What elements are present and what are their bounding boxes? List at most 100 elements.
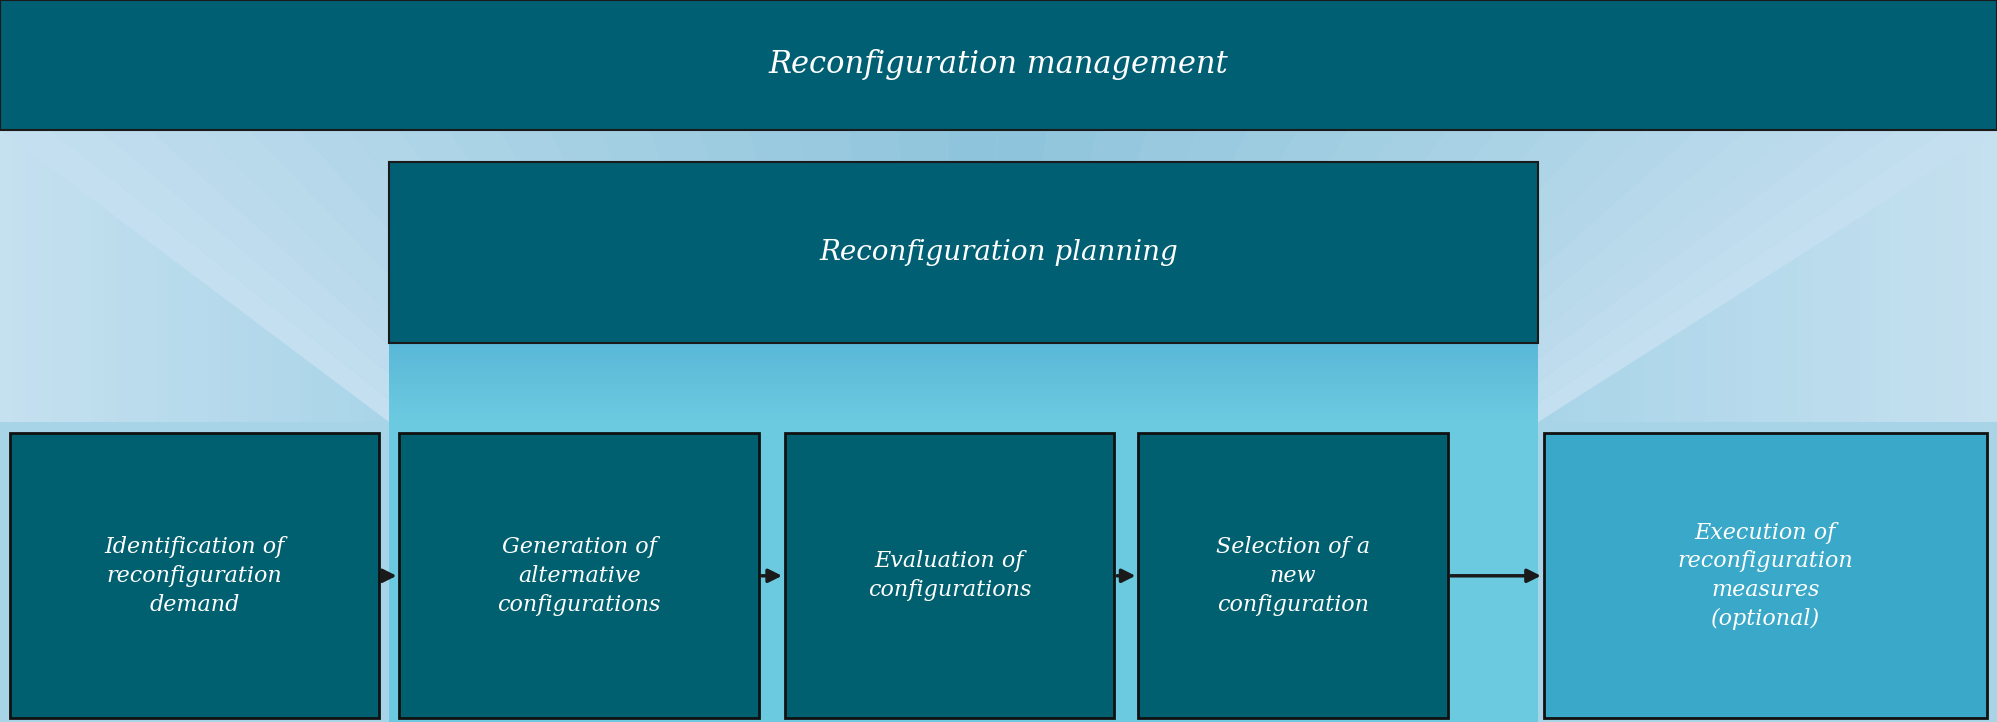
Polygon shape xyxy=(375,130,389,422)
Polygon shape xyxy=(1078,130,1248,422)
Polygon shape xyxy=(246,130,260,422)
Polygon shape xyxy=(1366,130,1747,422)
Text: Execution of
reconfiguration
measures
(optional): Execution of reconfiguration measures (o… xyxy=(1677,521,1853,630)
Polygon shape xyxy=(208,130,220,422)
FancyBboxPatch shape xyxy=(389,364,1538,367)
Polygon shape xyxy=(1280,130,1598,422)
Polygon shape xyxy=(1889,130,1905,422)
FancyBboxPatch shape xyxy=(0,422,1997,722)
Polygon shape xyxy=(699,130,821,422)
FancyBboxPatch shape xyxy=(389,401,1538,404)
Polygon shape xyxy=(324,130,337,422)
Polygon shape xyxy=(963,130,1048,422)
FancyBboxPatch shape xyxy=(389,356,1538,359)
Polygon shape xyxy=(1783,130,1797,422)
Polygon shape xyxy=(116,130,130,422)
Polygon shape xyxy=(399,130,647,422)
FancyBboxPatch shape xyxy=(0,0,1997,130)
FancyBboxPatch shape xyxy=(10,433,379,718)
FancyBboxPatch shape xyxy=(389,346,1538,348)
Polygon shape xyxy=(1721,130,1737,422)
Polygon shape xyxy=(1905,130,1921,422)
Polygon shape xyxy=(1452,130,1897,422)
Polygon shape xyxy=(1308,130,1648,422)
FancyBboxPatch shape xyxy=(389,372,1538,375)
Polygon shape xyxy=(1510,130,1997,422)
Polygon shape xyxy=(499,130,705,422)
Polygon shape xyxy=(1737,130,1751,422)
FancyBboxPatch shape xyxy=(389,388,1538,391)
FancyBboxPatch shape xyxy=(1544,433,1987,718)
Polygon shape xyxy=(1336,130,1697,422)
Text: Identification of
reconfiguration
demand: Identification of reconfiguration demand xyxy=(104,536,286,616)
FancyBboxPatch shape xyxy=(389,391,1538,393)
FancyBboxPatch shape xyxy=(389,162,1538,343)
Polygon shape xyxy=(168,130,182,422)
Polygon shape xyxy=(1136,130,1348,422)
Polygon shape xyxy=(1935,130,1951,422)
Polygon shape xyxy=(599,130,763,422)
Polygon shape xyxy=(0,130,12,422)
Polygon shape xyxy=(1660,130,1675,422)
Polygon shape xyxy=(1222,130,1498,422)
Polygon shape xyxy=(200,130,533,422)
Polygon shape xyxy=(1106,130,1298,422)
FancyBboxPatch shape xyxy=(389,343,1538,346)
Polygon shape xyxy=(194,130,208,422)
Polygon shape xyxy=(799,130,877,422)
Polygon shape xyxy=(1630,130,1646,422)
Polygon shape xyxy=(549,130,735,422)
Polygon shape xyxy=(1192,130,1448,422)
Polygon shape xyxy=(0,130,389,422)
Polygon shape xyxy=(234,130,246,422)
FancyBboxPatch shape xyxy=(389,399,1538,401)
Text: Reconfiguration management: Reconfiguration management xyxy=(769,50,1228,80)
Polygon shape xyxy=(312,130,324,422)
Polygon shape xyxy=(1164,130,1398,422)
Polygon shape xyxy=(1538,130,1554,422)
Polygon shape xyxy=(1568,130,1584,422)
Polygon shape xyxy=(363,130,375,422)
Text: Selection of a
new
configuration: Selection of a new configuration xyxy=(1216,536,1370,616)
Polygon shape xyxy=(1480,130,1947,422)
Polygon shape xyxy=(156,130,168,422)
Polygon shape xyxy=(92,130,104,422)
Polygon shape xyxy=(1967,130,1981,422)
Polygon shape xyxy=(935,130,998,422)
Polygon shape xyxy=(1538,130,1997,422)
Polygon shape xyxy=(0,130,417,422)
Polygon shape xyxy=(1859,130,1875,422)
Polygon shape xyxy=(250,130,561,422)
Polygon shape xyxy=(1554,130,1568,422)
Polygon shape xyxy=(182,130,194,422)
Polygon shape xyxy=(849,130,907,422)
FancyBboxPatch shape xyxy=(389,404,1538,406)
Polygon shape xyxy=(351,130,363,422)
FancyBboxPatch shape xyxy=(389,378,1538,380)
Polygon shape xyxy=(272,130,286,422)
Polygon shape xyxy=(449,130,677,422)
Polygon shape xyxy=(260,130,272,422)
Polygon shape xyxy=(100,130,475,422)
Polygon shape xyxy=(64,130,78,422)
FancyBboxPatch shape xyxy=(389,380,1538,383)
FancyBboxPatch shape xyxy=(389,348,1538,351)
Polygon shape xyxy=(78,130,92,422)
Polygon shape xyxy=(12,130,26,422)
FancyBboxPatch shape xyxy=(389,419,1538,422)
Polygon shape xyxy=(26,130,40,422)
Polygon shape xyxy=(50,130,447,422)
FancyBboxPatch shape xyxy=(389,351,1538,354)
Polygon shape xyxy=(300,130,591,422)
FancyBboxPatch shape xyxy=(389,375,1538,378)
Polygon shape xyxy=(1921,130,1935,422)
Polygon shape xyxy=(1767,130,1783,422)
Text: Evaluation of
configurations: Evaluation of configurations xyxy=(869,550,1030,601)
FancyBboxPatch shape xyxy=(389,383,1538,386)
Polygon shape xyxy=(1705,130,1721,422)
Polygon shape xyxy=(1050,130,1198,422)
Polygon shape xyxy=(1813,130,1829,422)
Polygon shape xyxy=(142,130,156,422)
Polygon shape xyxy=(40,130,52,422)
Polygon shape xyxy=(1020,130,1148,422)
